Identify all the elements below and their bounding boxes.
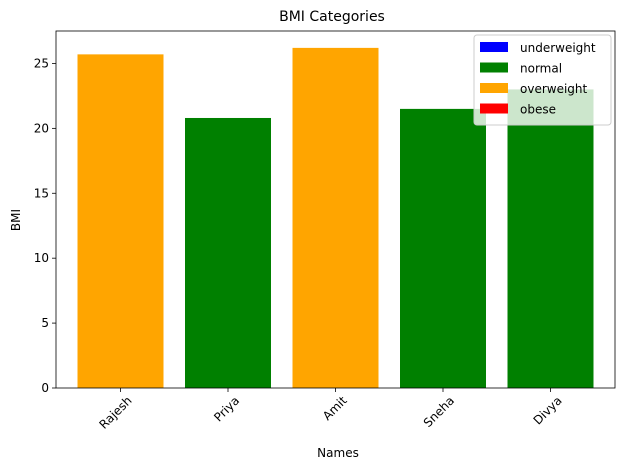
legend-swatch-overweight (480, 83, 508, 93)
legend-label-overweight: overweight (520, 82, 588, 96)
legend-box (473, 34, 612, 126)
x-tick-label: Divya (531, 394, 565, 428)
legend-swatch-normal (480, 62, 508, 73)
y-axis-label: BMI (9, 209, 23, 231)
y-tick-label: 10 (34, 251, 49, 265)
y-tick-label: 15 (34, 186, 49, 200)
x-tick-label: Amit (320, 393, 350, 423)
bar-priya (185, 117, 271, 388)
bar-amit (292, 47, 379, 388)
x-tick-label: Sneha (421, 394, 457, 430)
y-tick-label: 0 (41, 381, 49, 395)
x-axis-label: Names (317, 446, 359, 460)
bar-sneha (400, 108, 486, 389)
bar-divya (507, 89, 594, 388)
x-tick-label: Rajesh (96, 394, 134, 432)
y-tick-label: 20 (34, 121, 49, 135)
legend-swatch-underweight (480, 42, 508, 52)
plot-frame (55, 30, 616, 389)
legend: underweight normal overweight obese (473, 34, 612, 126)
y-tick-label: 25 (34, 56, 49, 70)
legend-label-obese: obese (520, 103, 556, 117)
y-tick-label: 5 (41, 316, 49, 330)
bars-layer (77, 47, 594, 389)
legend-swatch-obese (480, 103, 508, 114)
bar-rajesh (77, 54, 164, 388)
chart-title: BMI Categories (279, 9, 385, 25)
legend-label-underweight: underweight (520, 41, 596, 55)
x-tick-label: Priya (211, 394, 242, 425)
legend-label-normal: normal (520, 62, 562, 76)
